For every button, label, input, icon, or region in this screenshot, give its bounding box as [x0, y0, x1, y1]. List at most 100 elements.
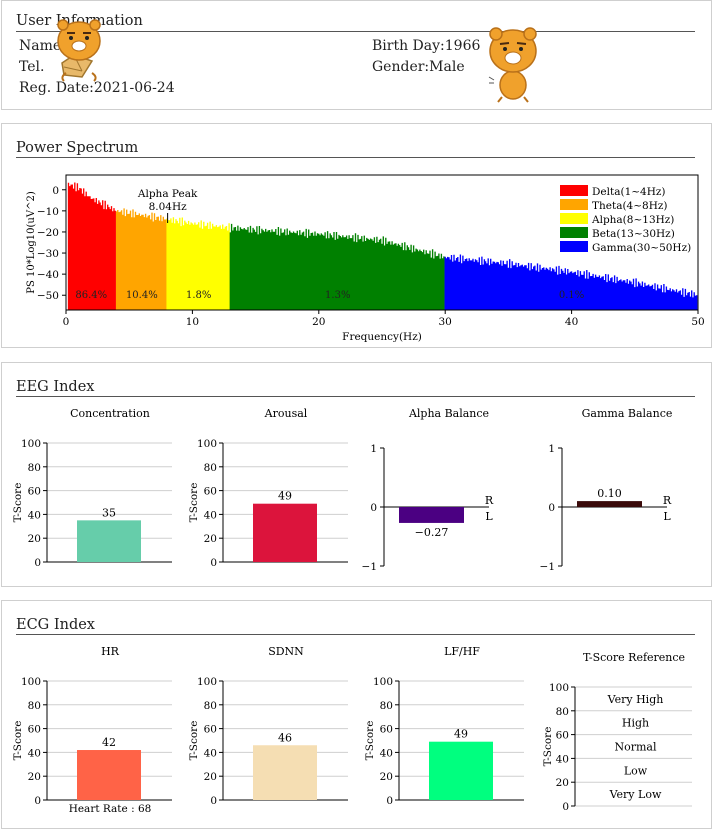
y-tick-label: 20 [204, 771, 217, 783]
y-tick-label: 0 [562, 801, 569, 813]
y-tick-label: 20 [28, 771, 41, 783]
reg-date-label: Reg. Date: [19, 80, 94, 96]
x-axis-label: Frequency(Hz) [342, 331, 422, 343]
y-tick-label: −40 [37, 269, 59, 281]
y-tick-label: 40 [204, 747, 217, 759]
gender-label: Gender: [372, 59, 430, 75]
gender-field: Gender:Male [372, 59, 465, 75]
y-tick-label: 100 [197, 676, 217, 688]
right-label: R [663, 494, 672, 507]
alpha-balance-bar [399, 507, 464, 523]
user-info-title: User Information [16, 13, 143, 29]
spectrum-band-3 [229, 223, 445, 310]
tel-label: Tel. [19, 59, 45, 75]
eeg-index-panel: EEG Index Concentration 0 20 40 60 80 100 T-Sco… [1, 362, 712, 587]
y-tick-label: 60 [28, 724, 41, 736]
y-tick-label: 60 [204, 486, 217, 498]
legend-entry: Beta(13~30Hz) [592, 228, 675, 240]
y-tick-label: 20 [380, 771, 393, 783]
left-label: L [663, 510, 671, 523]
alpha-peak-value: 8.04Hz [149, 201, 188, 213]
y-tick-label: −30 [37, 248, 59, 260]
x-tick-label: 0 [63, 316, 70, 328]
x-tick-label: 30 [439, 316, 452, 328]
hr-value-label: 42 [102, 736, 116, 749]
y-tick-label: 100 [197, 438, 217, 450]
y-tick-label: 0 [370, 502, 377, 514]
user-info-panel: User Information Name: Tel. Reg. Date:20… [1, 0, 712, 110]
y-tick-label: 40 [28, 747, 41, 759]
lion-mascot-icon [488, 27, 537, 103]
y-tick-label: 1 [548, 443, 555, 455]
lf-hf-value-label: 49 [454, 728, 468, 741]
alpha-peak-label: Alpha Peak [137, 188, 198, 200]
y-tick-label: 0 [34, 795, 41, 807]
y-tick-label: −50 [37, 290, 59, 302]
title-divider [16, 634, 695, 635]
y-tick-label: −20 [37, 227, 59, 239]
x-tick-label: 40 [565, 316, 578, 328]
y-tick-label: 60 [380, 724, 393, 736]
y-tick-label: 40 [556, 753, 569, 765]
y-tick-label: 80 [28, 462, 41, 474]
reference-title: T-Score Reference [583, 651, 685, 664]
y-tick-label: 0 [548, 502, 555, 514]
y-tick-label: −1 [540, 561, 555, 573]
right-label: R [485, 494, 494, 507]
y-axis-label: T-Score [12, 721, 24, 761]
title-divider [16, 157, 695, 158]
y-tick-label: 0 [52, 185, 59, 197]
legend-swatch [560, 213, 588, 224]
y-tick-label: 0 [210, 795, 217, 807]
spectrum-band-4 [444, 254, 698, 310]
y-tick-label: 20 [204, 533, 217, 545]
hr-footer: Heart Rate : 68 [69, 803, 152, 815]
y-tick-label: 40 [28, 509, 41, 521]
gamma-balance-value-label: 0.10 [597, 487, 622, 500]
legend-swatch [560, 227, 588, 238]
y-tick-label: 100 [549, 682, 569, 694]
y-tick-label: 80 [204, 700, 217, 712]
hr-title: HR [101, 645, 120, 658]
band-percentage-label: 0.1% [559, 290, 584, 301]
legend-swatch [560, 185, 588, 196]
y-tick-label: 0 [210, 557, 217, 569]
y-tick-label: 60 [204, 724, 217, 736]
sdnn-title: SDNN [268, 645, 304, 658]
tel-field: Tel. [19, 59, 44, 75]
arousal-bar [253, 503, 317, 562]
power-spectrum-title: Power Spectrum [16, 140, 139, 156]
y-tick-label: 80 [28, 700, 41, 712]
sdnn-bar [253, 745, 317, 800]
alpha-balance-title: Alpha Balance [408, 407, 489, 420]
y-tick-label: 80 [556, 706, 569, 718]
hr-bar [77, 750, 141, 800]
left-label: L [485, 510, 493, 523]
lion-mascot-icon [57, 19, 101, 82]
spectrum-band-2 [166, 217, 231, 310]
band-percentage-label: 86.4% [75, 290, 107, 301]
y-tick-label: 20 [556, 777, 569, 789]
name-field: Name: [19, 38, 66, 54]
lf-hf-bar [429, 741, 493, 800]
ecg-index-charts: HR 0 20 40 60 80 100 T-Score 42 Heart Rate : 68 SD… [12, 645, 692, 815]
y-tick-label: 60 [556, 730, 569, 742]
reference-level-label: Low [624, 764, 648, 777]
legend-swatch [560, 199, 588, 210]
title-divider [16, 31, 695, 32]
y-axis-label: T-Score [188, 483, 200, 523]
spectrum-band-1 [115, 208, 168, 310]
y-tick-label: −10 [37, 206, 59, 218]
reference-level-label: Very Low [609, 788, 662, 801]
x-tick-label: 20 [312, 316, 325, 328]
y-tick-label: 1 [370, 443, 377, 455]
y-tick-label: 40 [380, 747, 393, 759]
ecg-index-panel: ECG Index HR 0 20 40 60 80 100 T-Score 42 Heart R… [1, 600, 712, 829]
y-tick-label: 40 [204, 509, 217, 521]
reg-date-field: Reg. Date:2021-06-24 [19, 80, 175, 96]
band-percentage-label: 10.4% [126, 290, 158, 301]
power-spectrum-panel: Power Spectrum 86.4% 10.4% 1.8% 1.3% 0.1% 0 −1… [1, 123, 712, 348]
y-tick-label: 100 [373, 676, 393, 688]
y-axis-label: PS 10*Log10(uV^2) [26, 191, 37, 294]
